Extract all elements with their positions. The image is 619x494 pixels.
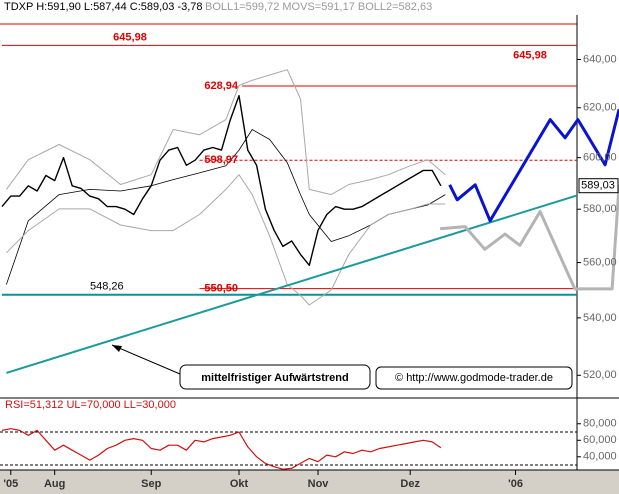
x-tick-label: Nov (308, 478, 330, 490)
rsi-y-tick-label: 60,000 (583, 434, 617, 446)
x-tick-label: Aug (44, 478, 65, 490)
level-label: 645,98 (113, 31, 147, 43)
annotation-arrow (111, 344, 181, 375)
level-label: 548,26 (90, 281, 124, 293)
series-line (1, 94, 442, 266)
rsi-title: RSI=51,312 UL=70,000 LL=30,000 (5, 399, 176, 411)
last-price-label: 589,03 (581, 180, 615, 192)
series-line (1, 428, 442, 470)
x-tick-label: Sep (141, 478, 161, 490)
series-line (6, 174, 446, 306)
copyright: © http://www.godmode-trader.de (395, 372, 553, 384)
y-tick-label: 620,00 (583, 102, 617, 114)
y-tick-label: 560,00 (583, 256, 617, 268)
rsi-y-tick-label: 80,000 (583, 418, 617, 430)
level-label: 645,98 (513, 49, 547, 61)
plot (1, 44, 619, 374)
x-tick-label: '05 (3, 478, 18, 490)
x-tick-label: Okt (230, 478, 249, 490)
series-line (448, 108, 619, 223)
y-tick-label: 520,00 (583, 369, 617, 381)
y-tick-label: 580,00 (583, 203, 617, 215)
y-tick-label: 540,00 (583, 312, 617, 324)
x-tick-label: Dez (400, 478, 420, 490)
arrow-head (112, 345, 122, 352)
series-line (439, 184, 619, 291)
y-tick-label: 640,00 (583, 53, 617, 65)
y-tick-label: 600,00 (583, 152, 617, 164)
last-price-box (578, 178, 619, 194)
level-label: 550,50 (204, 282, 238, 294)
copyright-box (375, 366, 573, 390)
chart-title: TDXP H:591,90 L:587,44 C:589,03 -3,78 (4, 1, 203, 13)
annotation-box (179, 364, 371, 390)
x-tick-label: '06 (508, 478, 523, 490)
level-label: 628,94 (204, 80, 239, 92)
chart-subtitle: BOLL1=599,72 MOVS=591,17 BOLL2=582,63 (205, 1, 432, 13)
series-line (6, 194, 578, 374)
annotation: mittelfristiger Aufwärtstrend (201, 372, 349, 384)
level-label: 598,97 (204, 154, 238, 166)
rsi-y-tick-label: 40,000 (583, 451, 617, 463)
series-line (5, 69, 446, 196)
